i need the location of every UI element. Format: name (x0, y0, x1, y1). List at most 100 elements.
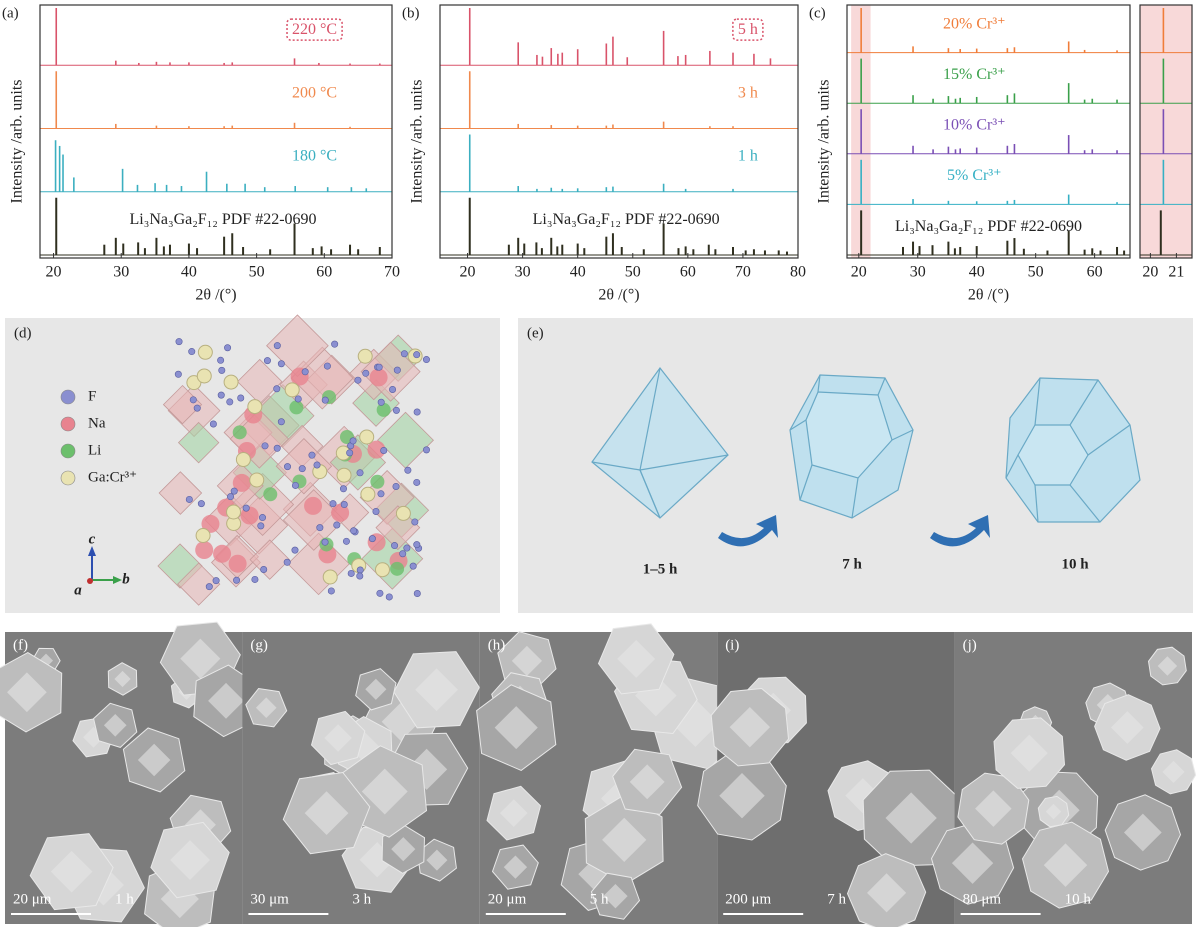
atom-f (292, 547, 298, 553)
time-label: 1 h (115, 891, 134, 907)
atom-f (369, 535, 375, 541)
atom-f (227, 493, 233, 499)
atom-li (233, 425, 247, 439)
atom-li (289, 400, 303, 414)
atom-f (233, 577, 239, 583)
series-label: 5% Cr³⁺ (947, 167, 1002, 184)
y-axis-title: Intensity /arb. units (9, 80, 26, 204)
atom-f (340, 486, 346, 492)
atom-f (284, 463, 290, 469)
axis-name: b (122, 571, 130, 587)
atom-f (331, 341, 337, 347)
atom-na (195, 541, 213, 559)
atom-f (322, 397, 328, 403)
atom-f (357, 470, 363, 476)
atom-f (224, 345, 230, 351)
stage-label: 7 h (842, 556, 862, 572)
atom-li (370, 475, 384, 489)
atom-f (414, 541, 420, 547)
atom-f (264, 357, 270, 363)
atom-f (423, 447, 429, 453)
x-axis-title: 2θ /(°) (598, 287, 639, 304)
atom-f (198, 500, 204, 506)
atom-f (210, 421, 216, 427)
panel-label: (d) (14, 325, 32, 341)
atom-f (274, 386, 280, 392)
atom-f (341, 501, 347, 507)
atom-f (274, 445, 280, 451)
x-tick-label: 40 (181, 264, 197, 281)
atom-f (213, 577, 219, 583)
x-tick-label: 70 (384, 264, 400, 281)
atom-f (343, 538, 349, 544)
scale-label: 200 μm (725, 891, 771, 907)
atom-f (363, 370, 369, 376)
atom-f (348, 570, 354, 576)
axis-name: c (89, 531, 96, 547)
atom-f (393, 407, 399, 413)
legend-label: Ga:Cr³⁺ (88, 469, 137, 485)
atom-ga (224, 375, 238, 389)
atom-f (206, 583, 212, 589)
atom-f (262, 443, 268, 449)
atom-ga (358, 349, 372, 363)
atom-na (229, 555, 247, 573)
x-tick-label: 20 (46, 264, 62, 281)
x-tick-label: 60 (680, 264, 696, 281)
atom-f (413, 351, 419, 357)
scale-label: 20 μm (13, 891, 52, 907)
atom-ga (360, 430, 374, 444)
atom-f (217, 357, 223, 363)
y-axis-title: Intensity /arb. units (816, 80, 833, 204)
x-tick-label: 60 (316, 264, 332, 281)
atom-ga (248, 400, 262, 414)
atom-ga (197, 369, 211, 383)
atom-f (238, 395, 244, 401)
atom-f (322, 539, 328, 545)
atom-f (357, 567, 363, 573)
atom-ga (285, 383, 299, 397)
series-label: 1 h (738, 148, 758, 165)
legend-label: Li (88, 442, 101, 458)
atom-f (194, 405, 200, 411)
x-tick-label: 30 (113, 264, 129, 281)
x-tick-label: 50 (249, 264, 265, 281)
panel-label: (b) (402, 5, 420, 21)
scale-label: 80 μm (963, 891, 1002, 907)
atom-f (278, 361, 284, 367)
atom-li (263, 487, 277, 501)
atom-f (405, 467, 411, 473)
atom-ga (375, 563, 389, 577)
atom-li (377, 403, 391, 417)
atom-ga (236, 453, 250, 467)
atom-ga (361, 487, 375, 501)
atom-f (373, 508, 379, 514)
atom-na (370, 368, 388, 386)
atom-f (252, 576, 258, 582)
atom-na (304, 497, 322, 515)
atom-f (218, 392, 224, 398)
atom-f (324, 363, 330, 369)
scale-label: 20 μm (488, 891, 527, 907)
atom-li (390, 562, 404, 576)
figure: (d) (e) 220 °C200 °C180 °CLi₃Na₃Ga₂F₁₂ P… (0, 0, 1197, 927)
sem-image (477, 624, 742, 924)
x-tick-label: 30 (910, 264, 926, 281)
x-tick-label: 20 (1142, 264, 1158, 281)
atom-f (284, 559, 290, 565)
atom-f (189, 348, 195, 354)
atom-f (330, 500, 336, 506)
atom-f (314, 462, 320, 468)
atom-ga (227, 505, 241, 519)
stage-label: 10 h (1061, 556, 1089, 572)
atom-f (391, 542, 397, 548)
scale-label: 30 μm (250, 891, 289, 907)
x-axis-title: 2θ /(°) (195, 287, 236, 304)
time-label: 7 h (827, 891, 846, 907)
x-tick-label: 50 (1028, 264, 1044, 281)
series-label: 10% Cr³⁺ (943, 117, 1006, 134)
time-label: 10 h (1065, 891, 1092, 907)
panel-label: (e) (527, 325, 544, 341)
x-tick-label: 20 (851, 264, 867, 281)
legend-swatch (61, 471, 75, 485)
